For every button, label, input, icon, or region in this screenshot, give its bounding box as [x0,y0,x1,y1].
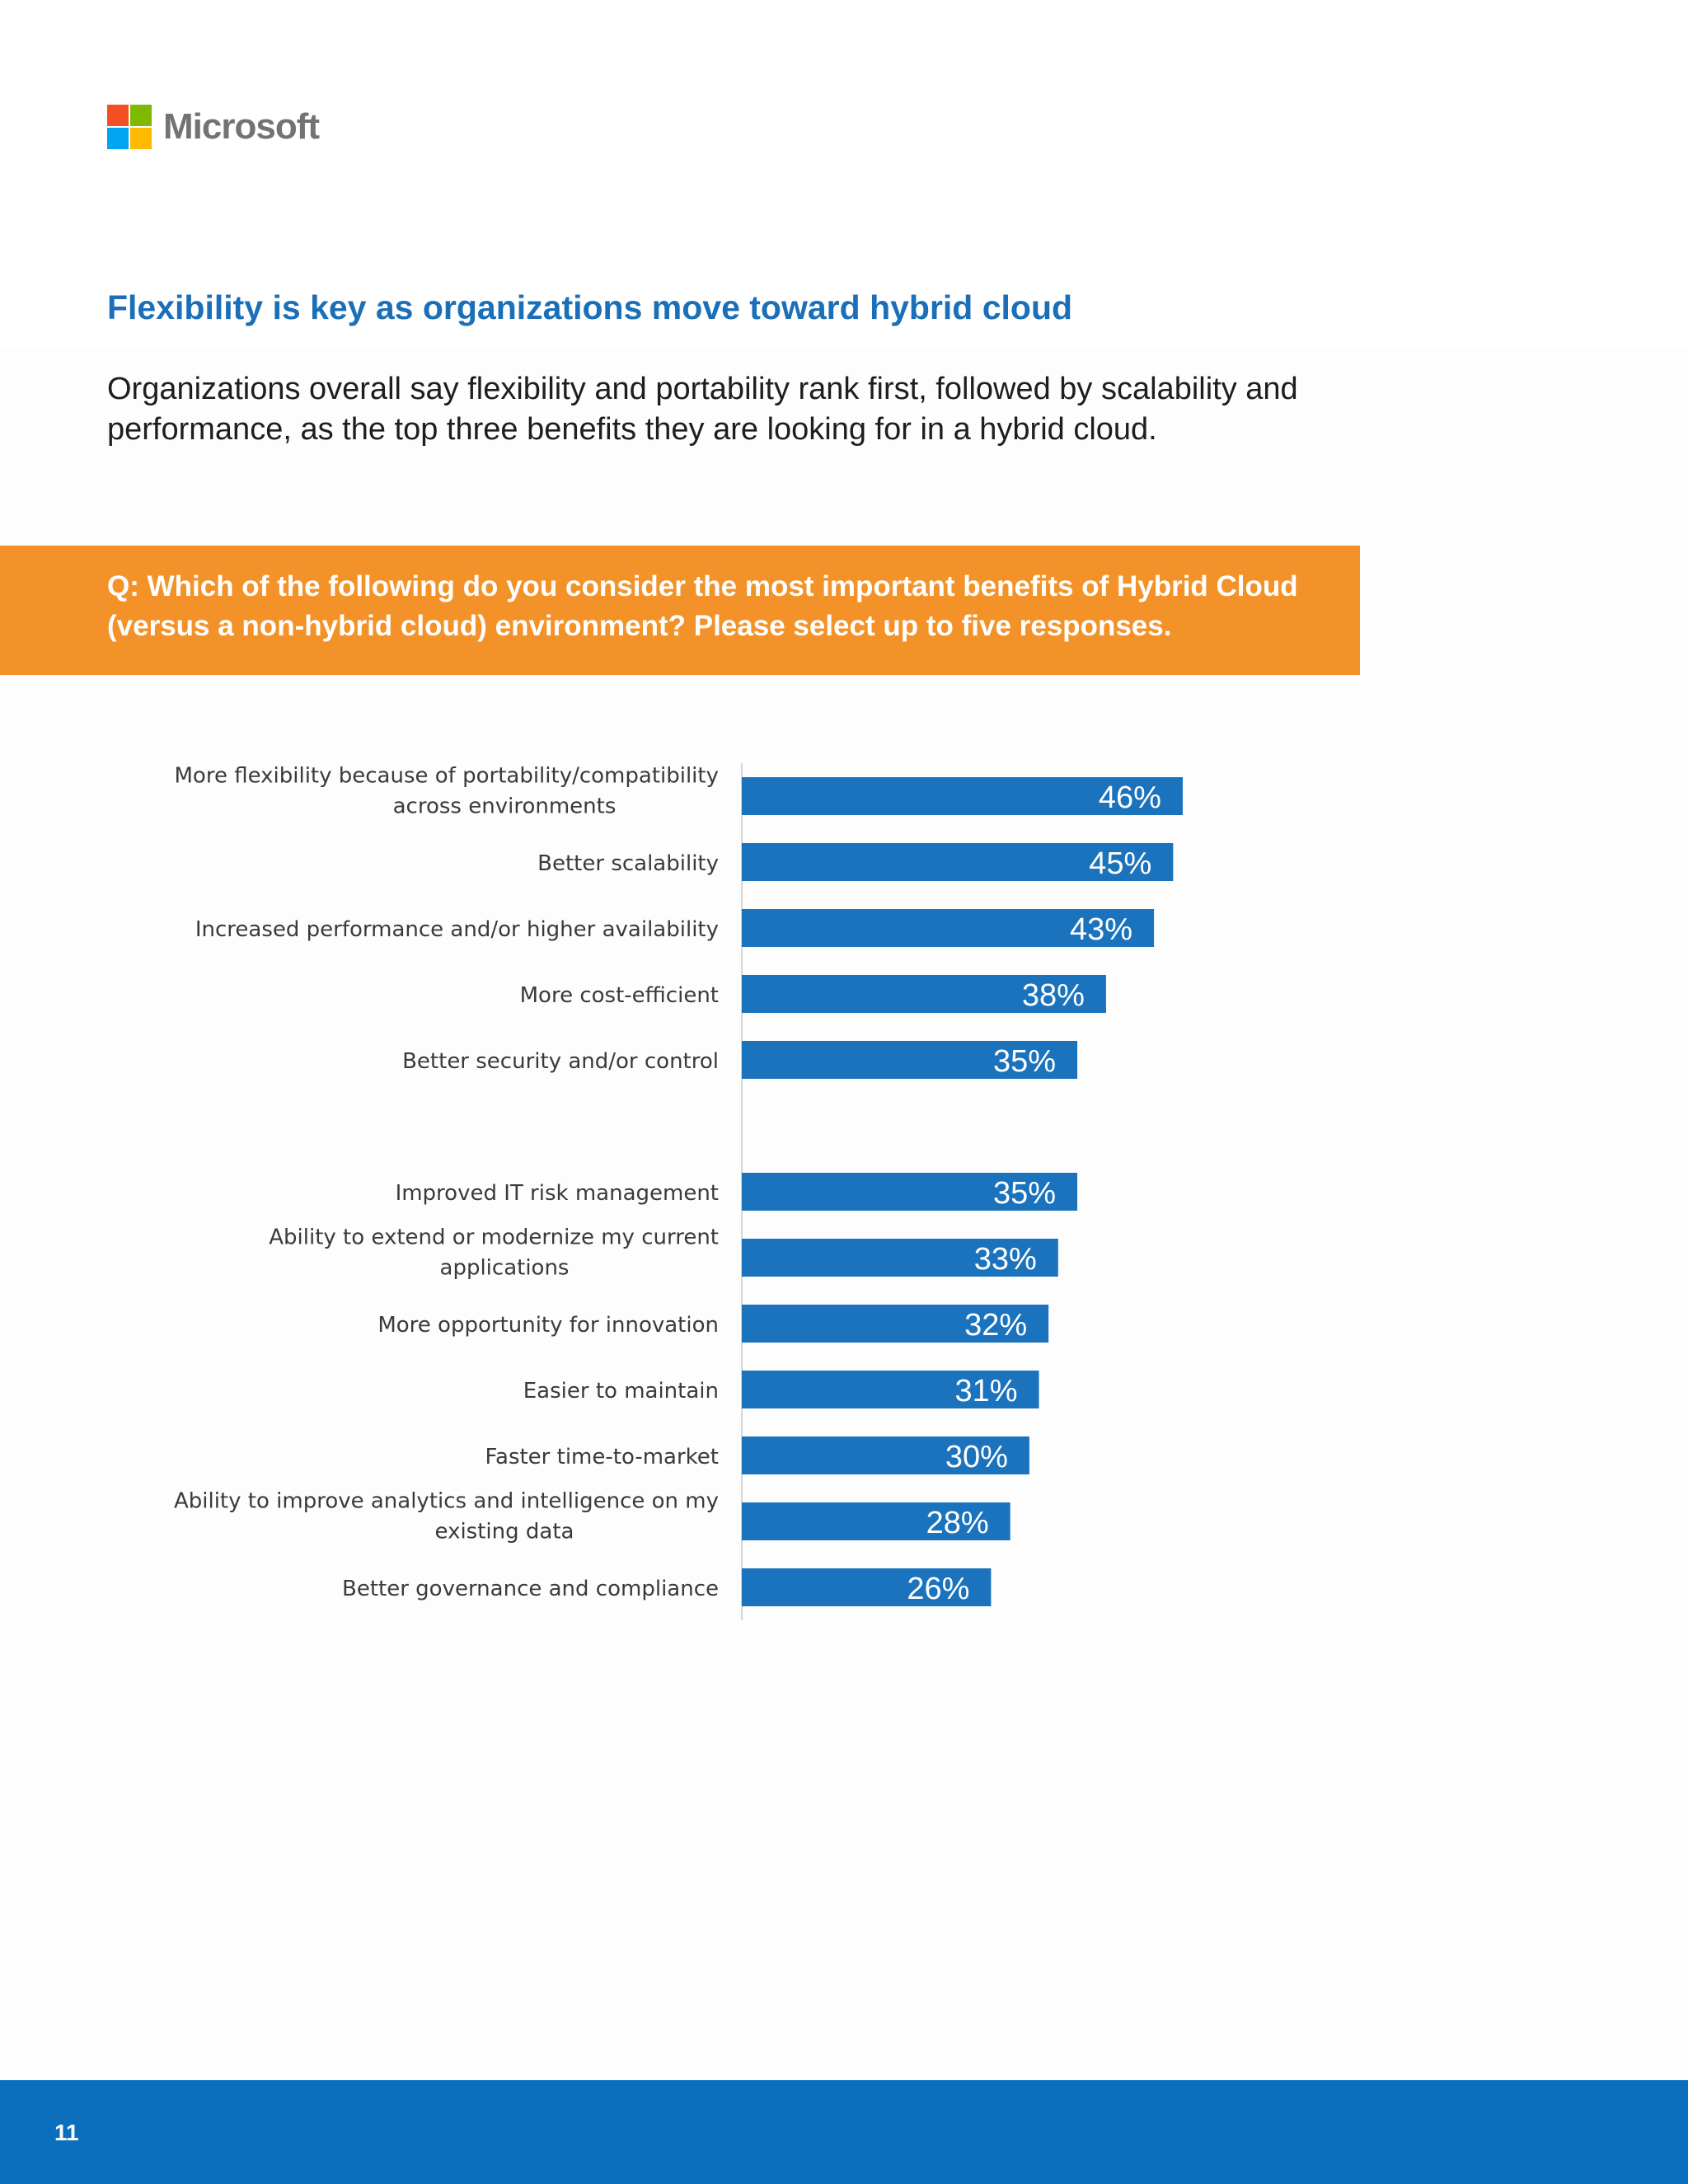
intro-paragraph: Organizations overall say flexibility an… [107,372,1298,447]
category-label: Ability to extend or modernize my curren… [269,1226,719,1250]
category-label: Easier to maintain [523,1379,719,1404]
category-label: Ability to improve analytics and intelli… [174,1489,719,1514]
bar [742,1568,992,1606]
bar [742,777,1183,815]
category-label: Increased performance and/or higher avai… [195,917,719,942]
logo-wordmark: Microsoft [163,106,320,147]
data-label: 28% [926,1506,989,1540]
category-label: applications [440,1256,570,1281]
data-label: 43% [1070,912,1132,947]
category-label: Better security and/or control [402,1049,719,1074]
data-label: 31% [954,1374,1017,1408]
data-label: 38% [1022,978,1085,1013]
category-label: existing data [435,1520,574,1544]
question-banner: Q: Which of the following do you conside… [0,546,1360,675]
bar [742,1239,1058,1277]
bar [742,975,1106,1013]
bar-chart: 46% More flexibility because of portabili… [174,763,1183,1620]
logo-square-blue [107,128,129,149]
data-label: 26% [907,1572,969,1606]
category-label: Better scalability [537,851,719,876]
category-label: across environments [393,794,617,819]
category-label: More flexibility because of portability/… [175,764,720,789]
data-label: 30% [945,1440,1008,1474]
category-label: More cost-efficient [520,983,719,1008]
logo-square-green [130,105,152,126]
data-label: 46% [1099,780,1161,815]
category-label: Better governance and compliance [342,1577,719,1601]
data-label: 35% [993,1176,1056,1211]
data-label: 33% [974,1242,1037,1277]
page-number: 11 [54,2120,79,2145]
page-header-area [0,0,1688,346]
page-title: Flexibility is key as organizations move… [107,288,1073,326]
bar [742,843,1174,881]
category-label: More opportunity for innovation [377,1313,719,1338]
bar [742,1173,1078,1211]
footer-bar: 11 [0,2080,1688,2184]
data-label: 35% [993,1044,1056,1079]
bar [742,1371,1039,1408]
bar [742,1305,1049,1343]
bar [742,1041,1078,1079]
category-label: Faster time-to-market [485,1445,719,1469]
microsoft-logo: Microsoft [107,102,320,152]
microsoft-logo-icon [107,105,152,149]
bar [742,1502,1010,1540]
data-label: 45% [1089,846,1151,881]
bar [742,909,1155,947]
category-label: Improved IT risk management [396,1181,719,1206]
logo-square-red [107,105,129,126]
logo-square-yellow [130,128,152,149]
bar [742,1436,1029,1474]
question-text: Q: Which of the following do you conside… [107,570,1298,642]
data-label: 32% [964,1308,1027,1343]
